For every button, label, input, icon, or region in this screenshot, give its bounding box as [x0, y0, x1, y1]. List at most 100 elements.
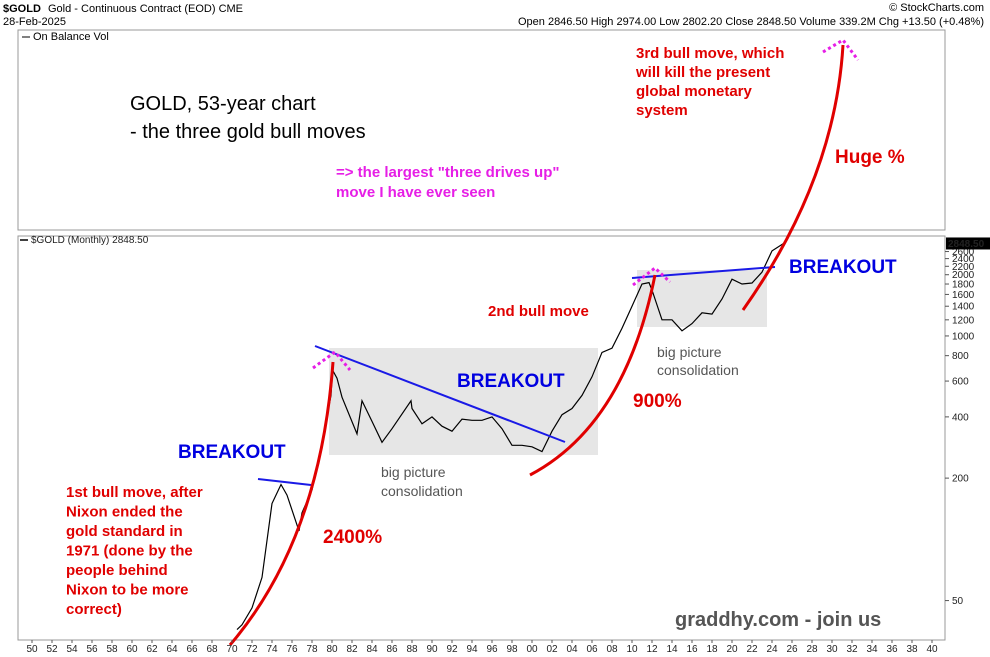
- annotation: Nixon ended the: [66, 504, 183, 521]
- x-tick-label: 10: [626, 644, 638, 655]
- annotation: 900%: [633, 391, 682, 412]
- x-tick-label: 64: [166, 644, 178, 655]
- x-tick-label: 20: [726, 644, 738, 655]
- y-tick-label: 200: [952, 474, 969, 485]
- annotation: move I have ever seen: [336, 184, 495, 201]
- symbol: $GOLD: [3, 3, 41, 15]
- overlays: [228, 38, 860, 646]
- x-tick-label: 86: [386, 644, 398, 655]
- consolidation-box: [637, 270, 767, 327]
- y-tick-label: 50: [952, 596, 964, 607]
- date: 28-Feb-2025: [3, 16, 66, 28]
- x-tick-label: 74: [266, 644, 278, 655]
- x-tick-label: 12: [646, 644, 658, 655]
- x-tick-label: 78: [306, 644, 318, 655]
- annotation: gold standard in: [66, 523, 183, 540]
- x-tick-label: 80: [326, 644, 338, 655]
- trend-line: [314, 345, 566, 443]
- last-value-label: 2848.50: [948, 239, 985, 250]
- x-tick-label: 34: [866, 644, 878, 655]
- annotation: BREAKOUT: [178, 442, 286, 463]
- annotation: big picture: [381, 464, 446, 480]
- x-tick-label: 14: [666, 644, 678, 655]
- y-tick-label: 1600: [952, 290, 975, 301]
- legend-label: $GOLD (Monthly) 2848.50: [31, 235, 149, 246]
- y-tick-label: 1800: [952, 280, 975, 291]
- y-tick-label: 2000: [952, 270, 975, 281]
- x-tick-label: 52: [46, 644, 58, 655]
- indicator-label: On Balance Vol: [33, 31, 109, 43]
- x-tick-label: 06: [586, 644, 598, 655]
- x-tick-label: 36: [886, 644, 898, 655]
- annotation: people behind: [66, 562, 168, 579]
- y-tick-label: 1000: [952, 331, 975, 342]
- x-tick-label: 92: [446, 644, 458, 655]
- annotation: - the three gold bull moves: [130, 121, 366, 143]
- x-tick-label: 70: [226, 644, 238, 655]
- x-tick-label: 76: [286, 644, 298, 655]
- x-tick-label: 66: [186, 644, 198, 655]
- x-tick-label: 98: [506, 644, 518, 655]
- annotation: 3rd bull move, which: [636, 45, 784, 62]
- y-tick-label: 1400: [952, 302, 975, 313]
- x-tick-label: 72: [246, 644, 258, 655]
- x-tick-label: 40: [926, 644, 938, 655]
- x-tick-label: 50: [26, 644, 38, 655]
- y-tick-label: 800: [952, 351, 969, 362]
- x-tick-label: 28: [806, 644, 818, 655]
- credit: © StockCharts.com: [889, 2, 984, 14]
- annotation: consolidation: [657, 362, 739, 378]
- annotation: big picture: [657, 344, 722, 360]
- y-tick-label: 400: [952, 412, 969, 423]
- annotation: 2nd bull move: [488, 303, 589, 320]
- x-tick-label: 58: [106, 644, 118, 655]
- x-tick-label: 04: [566, 644, 578, 655]
- x-tick-label: 94: [466, 644, 478, 655]
- x-tick-label: 90: [426, 644, 438, 655]
- annotation: 2400%: [323, 527, 382, 548]
- annotation-block: 1st bull move, after Nixon ended the gold …: [66, 484, 203, 618]
- x-tick-label: 08: [606, 644, 618, 655]
- x-tick-label: 02: [546, 644, 558, 655]
- x-tick-label: 38: [906, 644, 918, 655]
- x-tick-label: 00: [526, 644, 538, 655]
- x-tick-label: 88: [406, 644, 418, 655]
- annotation: 1971 (done by the: [66, 543, 193, 560]
- annotation: correct): [66, 601, 122, 618]
- y-tick-label: 2200: [952, 262, 975, 273]
- x-tick-label: 30: [826, 644, 838, 655]
- annotation: global monetary: [636, 83, 753, 100]
- indicator-panel: [17, 29, 946, 231]
- annotations: GOLD, 53-year chart - the three gold bul…: [130, 45, 905, 631]
- x-tick-label: 96: [486, 644, 498, 655]
- annotation: GOLD, 53-year chart: [130, 93, 316, 115]
- x-tick-label: 16: [686, 644, 698, 655]
- bull-curve: [529, 274, 657, 477]
- x-tick-label: 18: [706, 644, 718, 655]
- y-tick-label: 2400: [952, 254, 975, 265]
- bull-curve: [741, 44, 845, 311]
- last-value-box: [946, 237, 990, 250]
- y-tick-label: 1200: [952, 315, 975, 326]
- x-tick-label: 60: [126, 644, 138, 655]
- bull-curve: [228, 361, 335, 646]
- y-tick-label: 2600: [952, 247, 975, 258]
- x-tick-label: 68: [206, 644, 218, 655]
- trend-line: [257, 478, 312, 486]
- x-tick-label: 26: [786, 644, 798, 655]
- x-tick-label: 24: [766, 644, 778, 655]
- annotation: system: [636, 102, 688, 119]
- annotation: will kill the present: [635, 64, 770, 81]
- quote: Open 2846.50 High 2974.00 Low 2802.20 Cl…: [518, 16, 984, 28]
- y-tick-label: 600: [952, 377, 969, 388]
- top-marker: [312, 349, 352, 371]
- x-tick-label: 54: [66, 644, 78, 655]
- x-tick-label: 56: [86, 644, 98, 655]
- annotation: consolidation: [381, 483, 463, 499]
- annotation: 1st bull move, after: [66, 484, 203, 501]
- x-tick-label: 82: [346, 644, 358, 655]
- top-marker: [822, 38, 860, 61]
- subtitle: Gold - Continuous Contract (EOD) CME: [48, 3, 243, 15]
- annotation: => the largest "three drives up": [336, 164, 559, 181]
